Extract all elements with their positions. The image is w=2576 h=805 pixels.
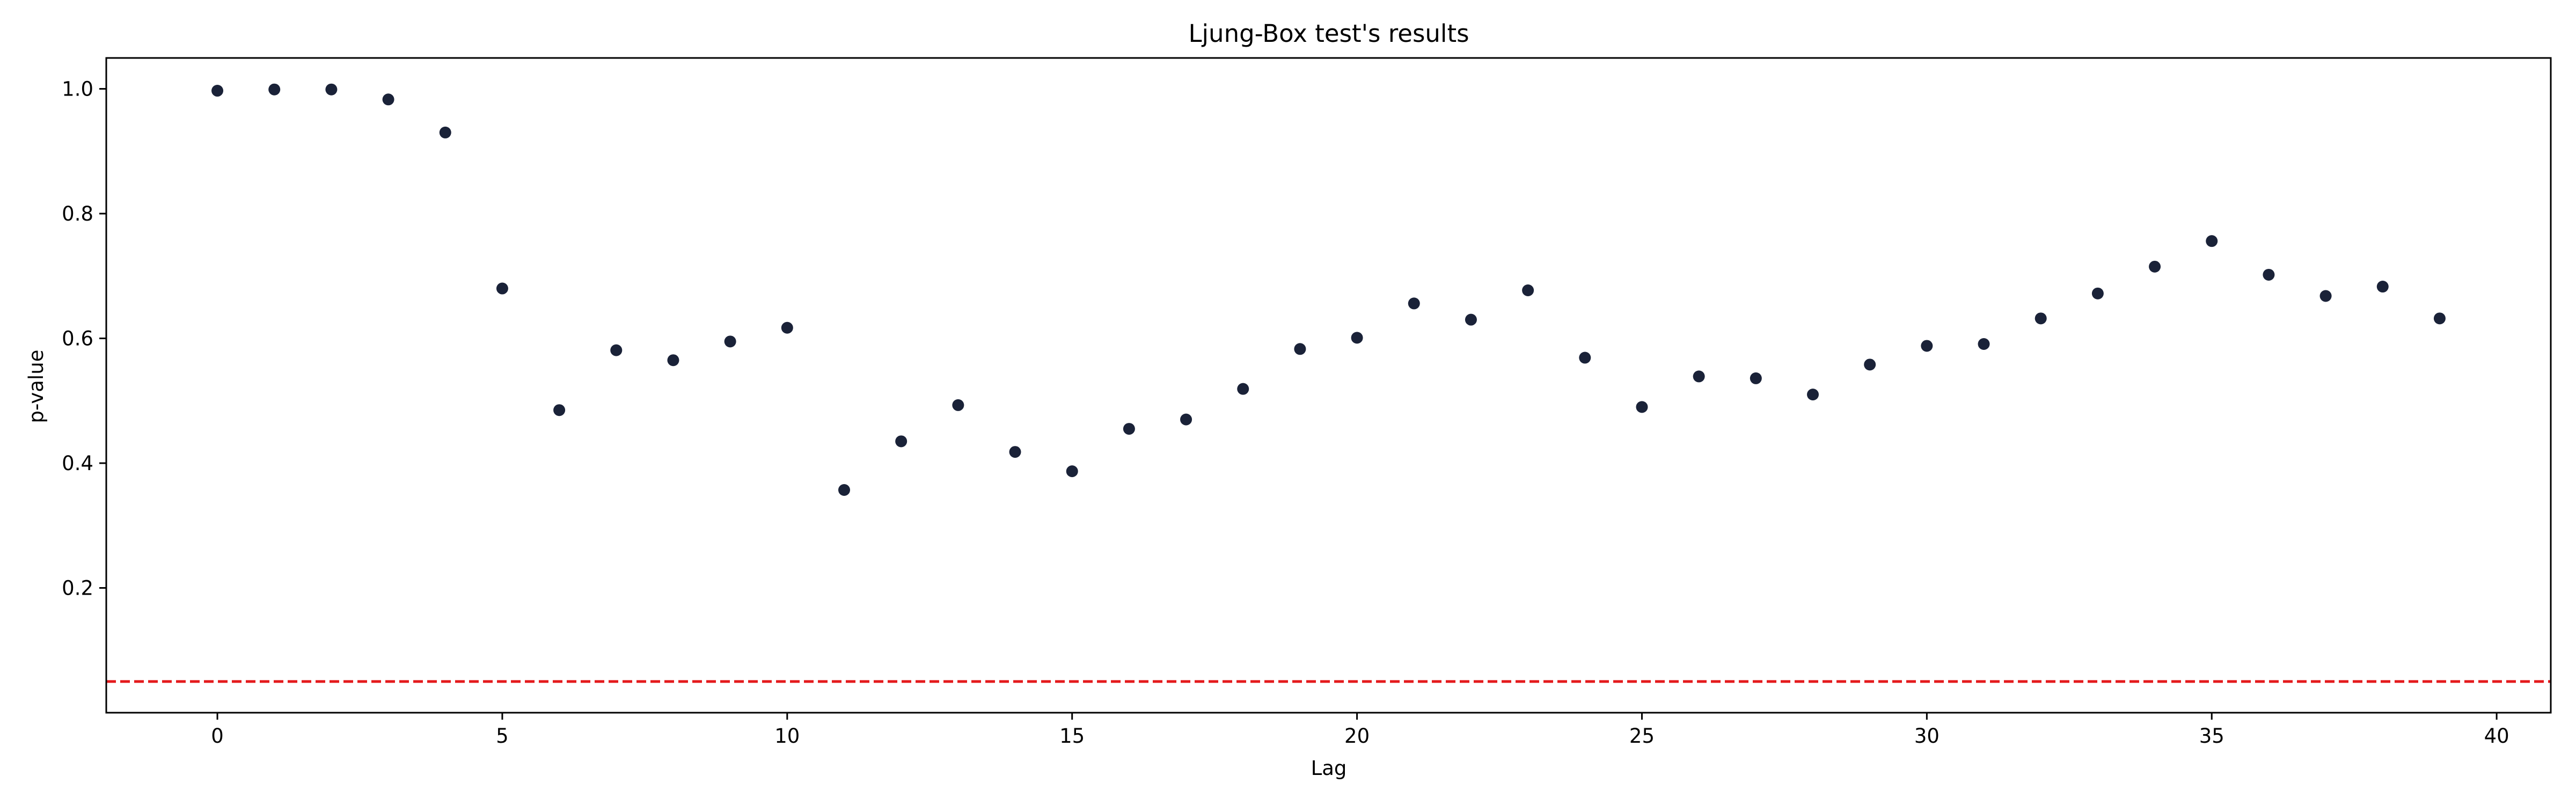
data-point xyxy=(1351,332,1363,344)
data-point xyxy=(439,126,451,138)
data-point xyxy=(1693,370,1705,383)
data-point xyxy=(1237,383,1249,395)
data-point xyxy=(1807,389,1819,401)
data-point xyxy=(2376,281,2389,293)
data-point xyxy=(211,85,224,97)
data-point xyxy=(1636,401,1648,413)
x-axis-label: Lag xyxy=(1311,757,1347,780)
y-tick-label: 0.6 xyxy=(62,327,93,350)
data-point xyxy=(553,404,566,416)
x-tick-label: 20 xyxy=(1344,724,1370,748)
data-point xyxy=(268,83,281,96)
data-point xyxy=(2319,290,2332,302)
data-point xyxy=(1066,465,1078,478)
data-point xyxy=(1294,343,1306,355)
data-point xyxy=(1522,284,1534,297)
data-point xyxy=(838,484,850,496)
data-point xyxy=(2263,268,2275,281)
data-point xyxy=(1180,413,1192,426)
x-tick-label: 10 xyxy=(774,724,800,748)
data-point xyxy=(1408,297,1420,310)
x-tick-label: 0 xyxy=(211,724,224,748)
data-point xyxy=(895,435,908,448)
data-point xyxy=(781,321,793,334)
data-point xyxy=(1978,338,1990,350)
x-tick-label: 35 xyxy=(2199,724,2224,748)
data-point xyxy=(667,354,679,367)
x-tick-label: 15 xyxy=(1059,724,1085,748)
y-tick-label: 0.8 xyxy=(62,202,93,225)
data-point xyxy=(1864,358,1876,371)
data-point xyxy=(2206,235,2218,247)
x-tick-label: 30 xyxy=(1914,724,1940,748)
x-tick-label: 40 xyxy=(2484,724,2509,748)
data-point xyxy=(382,93,394,106)
x-tick-label: 25 xyxy=(1629,724,1655,748)
y-axis: 0.2 0.4 0.6 0.8 1.0 xyxy=(62,78,106,600)
plot-frame xyxy=(105,57,2552,714)
data-point xyxy=(1579,352,1591,364)
data-point xyxy=(496,282,508,295)
data-point xyxy=(610,344,623,356)
data-point xyxy=(1123,423,1135,435)
data-point xyxy=(1921,340,1933,352)
data-point xyxy=(2091,287,2104,299)
data-point xyxy=(2149,260,2161,273)
data-point xyxy=(952,399,964,411)
y-tick-label: 0.2 xyxy=(62,577,93,600)
data-point xyxy=(1750,372,1762,384)
x-axis: 0 5 10 15 20 25 30 35 40 xyxy=(211,713,2509,748)
data-point xyxy=(1009,446,1021,458)
data-point xyxy=(1465,313,1477,326)
data-point xyxy=(2035,312,2047,325)
x-tick-label: 5 xyxy=(496,724,509,748)
data-point xyxy=(325,83,338,96)
plot-area xyxy=(106,83,2551,683)
y-tick-label: 1.0 xyxy=(62,78,93,101)
data-point xyxy=(2433,312,2446,325)
y-tick-label: 0.4 xyxy=(62,452,93,475)
data-point xyxy=(724,335,736,348)
chart-title: Ljung-Box test's results xyxy=(1188,19,1469,48)
y-axis-label: p-value xyxy=(25,350,48,423)
